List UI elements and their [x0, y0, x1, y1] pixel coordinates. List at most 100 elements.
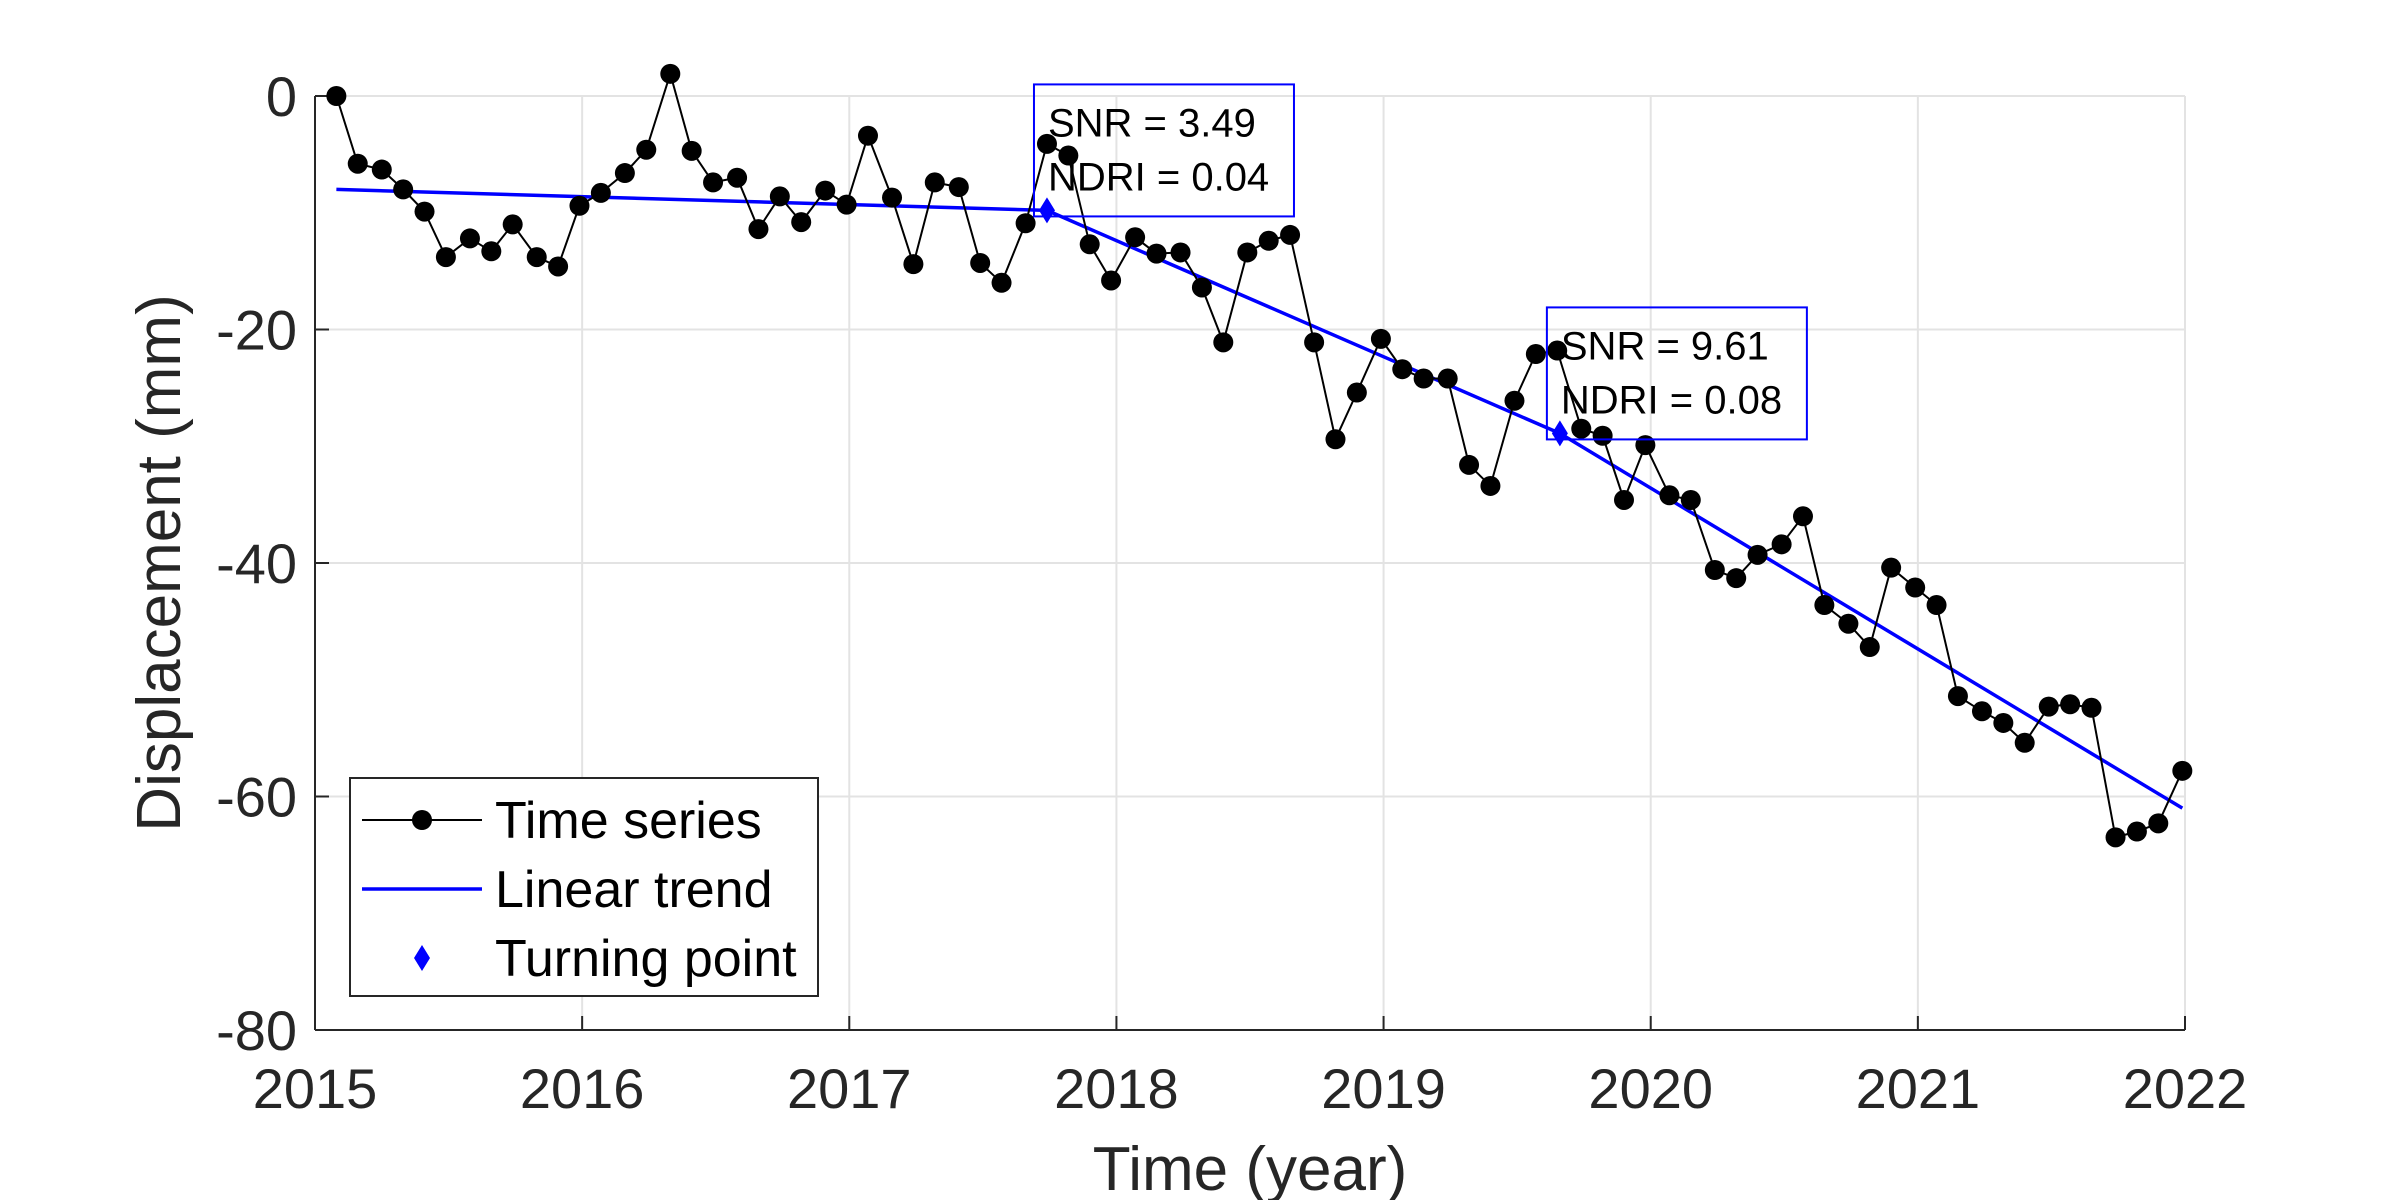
linear-trend-series: [336, 187, 2184, 810]
x-tick-label: 2019: [1321, 1057, 1446, 1120]
time-series-point: [1170, 242, 1191, 263]
time-series-point: [1792, 506, 1813, 527]
time-series-point: [1191, 277, 1212, 298]
y-tick-label: -80: [216, 999, 297, 1062]
time-series-point: [371, 159, 392, 180]
time-series-point: [948, 177, 969, 198]
legend-turning-point-label: Turning point: [495, 930, 797, 988]
annotation-snr: SNR = 9.61: [1561, 324, 1769, 368]
time-series-point: [1747, 544, 1768, 565]
time-series-point: [991, 272, 1012, 293]
legend: Time series Linear trend Turning point: [349, 777, 819, 997]
legend-time-series-marker: [412, 810, 432, 830]
time-series-point: [326, 86, 347, 106]
y-tick-label: -20: [216, 299, 297, 362]
time-series-point: [2038, 696, 2059, 717]
time-series-point: [1592, 425, 1613, 446]
time-series-point: [769, 186, 790, 207]
time-series-point: [526, 247, 547, 268]
time-series-point: [924, 172, 945, 193]
time-series-point: [1392, 359, 1413, 380]
time-series-point: [1480, 475, 1501, 496]
turning-point-marker: [1038, 197, 1055, 224]
time-series-point: [1971, 701, 1992, 722]
time-series-point: [1036, 133, 1057, 154]
y-tick-label: 0: [266, 65, 297, 128]
time-series-point: [2014, 732, 2035, 753]
time-series-point: [1614, 489, 1634, 510]
time-series-point: [1704, 560, 1725, 581]
x-tick-label: 2022: [2123, 1057, 2248, 1120]
time-series-point: [1859, 637, 1880, 658]
time-series-point: [703, 172, 724, 193]
x-tick-label: 2018: [1054, 1057, 1179, 1120]
time-series-point: [903, 254, 924, 275]
time-series-point: [1304, 332, 1325, 353]
time-series-point: [1370, 328, 1391, 349]
trend-segment: [336, 187, 1048, 213]
x-tick-label: 2017: [787, 1057, 912, 1120]
time-series-point: [2105, 827, 2126, 848]
time-series-point: [1635, 435, 1656, 456]
time-series-point: [1459, 454, 1480, 475]
annotation-ndri: NDRI = 0.08: [1561, 378, 1782, 422]
time-series-point: [1079, 234, 1100, 255]
legend-turning-point-marker: [414, 945, 430, 971]
time-series-point: [1058, 145, 1079, 166]
time-series-point: [2172, 760, 2193, 781]
time-series-point: [1838, 613, 1859, 634]
time-series-point: [1905, 577, 1926, 598]
time-series-point: [1237, 242, 1258, 263]
y-tick-label: -40: [216, 532, 297, 595]
annotation-box: [1032, 83, 1295, 218]
time-series-point: [1504, 390, 1525, 411]
time-series-point: [660, 63, 681, 84]
time-series-point: [970, 252, 991, 273]
time-series-point: [614, 163, 635, 184]
time-series-point: [857, 125, 878, 146]
trend-segment: [1558, 431, 2184, 810]
time-series-point: [1881, 557, 1902, 578]
time-series-point: [836, 194, 857, 215]
time-series-point: [636, 139, 657, 160]
time-series-point: [347, 153, 368, 174]
x-tick-label: 2015: [253, 1057, 378, 1120]
time-series-point: [1325, 429, 1346, 450]
time-series-point: [681, 140, 702, 161]
turning-point-marker: [1551, 420, 1568, 447]
time-series-point: [1814, 595, 1835, 616]
time-series-point: [1525, 344, 1546, 365]
annotations: SNR = 3.49 NDRI = 0.04 SNR = 9.61 NDRI = 0.…: [1032, 83, 1808, 441]
time-series-point: [414, 201, 435, 222]
time-series-point: [1015, 213, 1036, 234]
y-axis-label: Displacement (mm): [125, 294, 194, 831]
time-series-point: [1258, 230, 1279, 251]
legend-items: Time series Linear trend Turning point: [362, 792, 797, 988]
time-series-point: [548, 256, 569, 277]
legend-linear-trend-label: Linear trend: [495, 861, 773, 919]
time-series-point: [1213, 332, 1234, 353]
annotation-box: [1545, 306, 1808, 441]
time-series-point: [481, 241, 502, 262]
time-series-point: [1993, 712, 2014, 733]
time-series-point: [2081, 697, 2102, 718]
time-series-point: [815, 180, 836, 201]
time-series-point: [1346, 382, 1367, 403]
time-series-point: [569, 195, 590, 216]
time-series-point: [1413, 368, 1434, 389]
legend-time-series-label: Time series: [495, 792, 762, 850]
time-series-point: [2060, 694, 2081, 715]
time-series-point: [2126, 821, 2147, 842]
annotation-snr: SNR = 3.49: [1048, 101, 1256, 145]
time-series-point: [2148, 813, 2169, 834]
x-tick-label: 2020: [1588, 1057, 1713, 1120]
time-series-point: [1726, 568, 1747, 589]
time-series-point: [393, 179, 414, 200]
time-series: [326, 63, 2193, 848]
time-series-point: [502, 214, 523, 235]
time-series-point: [459, 228, 480, 249]
time-series-point: [1659, 485, 1680, 506]
time-series-point: [727, 167, 748, 188]
time-series-point: [1547, 340, 1568, 361]
